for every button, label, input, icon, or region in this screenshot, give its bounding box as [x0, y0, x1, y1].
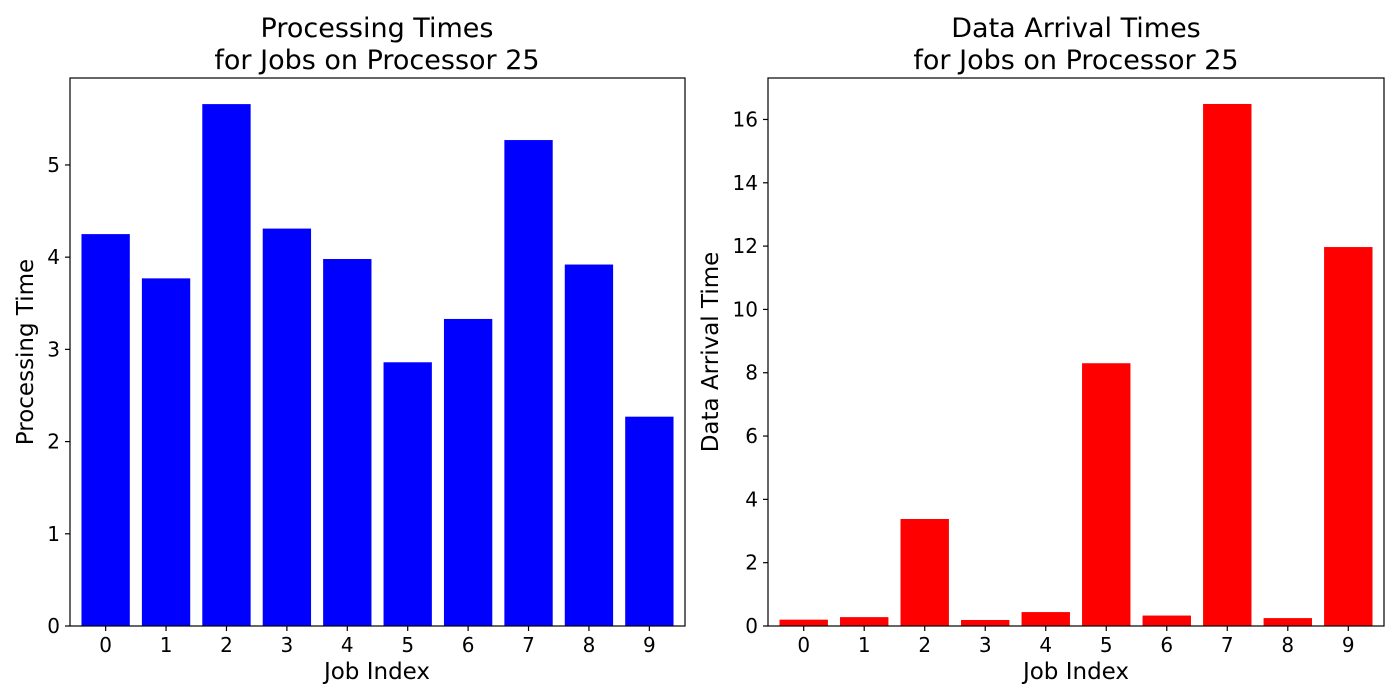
chart-title-line2: for Jobs on Processor 25 [913, 45, 1238, 76]
y-axis-ticks: 0 1 2 3 4 5 [47, 153, 70, 638]
y-tick-label: 4 [47, 245, 60, 269]
chart-title-line1: Processing Times [261, 13, 494, 44]
x-tick-label: 1 [858, 633, 871, 657]
y-tick-label: 4 [745, 487, 758, 511]
bar-9 [625, 416, 674, 626]
y-tick-label: 16 [733, 107, 758, 131]
y-tick-label: 10 [733, 297, 758, 321]
y-axis-label: Data Arrival Time [698, 252, 724, 453]
chart-title-line2: for Jobs on Processor 25 [214, 45, 539, 76]
bar-3 [262, 228, 312, 626]
y-tick-label: 3 [47, 337, 60, 361]
processing-times-chart: Processing Times for Jobs on Processor 2… [13, 13, 686, 685]
y-tick-label: 0 [47, 614, 60, 638]
x-axis-label: Job Index [322, 659, 430, 685]
y-tick-label: 2 [47, 430, 60, 454]
x-tick-label: 5 [401, 633, 414, 657]
y-axis-ticks: 0 2 4 6 8 10 12 14 16 [733, 107, 768, 638]
y-tick-label: 6 [745, 424, 758, 448]
y-tick-label: 12 [733, 234, 758, 258]
x-tick-label: 6 [1160, 633, 1173, 657]
bar-6 [1142, 615, 1191, 626]
x-tick-label: 2 [220, 633, 233, 657]
bar-7 [1203, 103, 1252, 626]
y-tick-label: 1 [47, 522, 60, 546]
x-tick-label: 6 [462, 633, 475, 657]
bar-0 [779, 619, 828, 626]
y-tick-label: 14 [733, 171, 758, 195]
bar-8 [1263, 618, 1312, 626]
x-tick-label: 3 [979, 633, 992, 657]
x-tick-label: 4 [341, 633, 354, 657]
x-tick-label: 7 [1221, 633, 1234, 657]
x-tick-label: 0 [797, 633, 810, 657]
bars-group [81, 104, 674, 627]
chart-title-line1: Data Arrival Times [951, 13, 1201, 44]
plot-frame [69, 77, 686, 627]
bar-2 [900, 519, 949, 626]
bar-5 [383, 362, 432, 626]
y-axis-label: Processing Time [13, 259, 39, 445]
x-tick-label: 9 [643, 633, 656, 657]
x-axis-ticks: 0 1 2 3 4 5 6 7 8 9 [99, 626, 656, 657]
bar-4 [323, 259, 372, 626]
x-tick-label: 7 [522, 633, 535, 657]
x-tick-label: 8 [583, 633, 596, 657]
bar-8 [564, 264, 614, 626]
bars-group [779, 103, 1373, 627]
x-tick-label: 8 [1281, 633, 1294, 657]
bar-2 [202, 104, 251, 627]
bar-6 [443, 318, 493, 626]
bar-5 [1082, 363, 1131, 626]
bar-0 [81, 234, 130, 627]
x-axis-label: Job Index [1021, 659, 1129, 685]
plot-frame [767, 77, 1385, 627]
bar-4 [1021, 612, 1070, 626]
y-tick-label: 2 [745, 551, 758, 575]
x-tick-label: 1 [160, 633, 173, 657]
bar-7 [504, 140, 553, 626]
x-tick-label: 3 [281, 633, 294, 657]
x-tick-label: 9 [1342, 633, 1355, 657]
x-tick-label: 0 [99, 633, 112, 657]
x-axis-ticks: 0 1 2 3 4 5 6 7 8 9 [797, 626, 1355, 657]
x-tick-label: 2 [918, 633, 931, 657]
y-tick-label: 8 [745, 361, 758, 385]
y-tick-label: 5 [47, 153, 60, 177]
bar-1 [141, 278, 191, 626]
x-tick-label: 4 [1039, 633, 1052, 657]
data-arrival-times-chart: Data Arrival Times for Jobs on Processor… [698, 13, 1385, 685]
y-tick-label: 0 [745, 614, 758, 638]
bar-9 [1324, 247, 1373, 627]
bar-3 [961, 619, 1010, 626]
x-tick-label: 5 [1100, 633, 1113, 657]
bar-1 [840, 617, 889, 626]
